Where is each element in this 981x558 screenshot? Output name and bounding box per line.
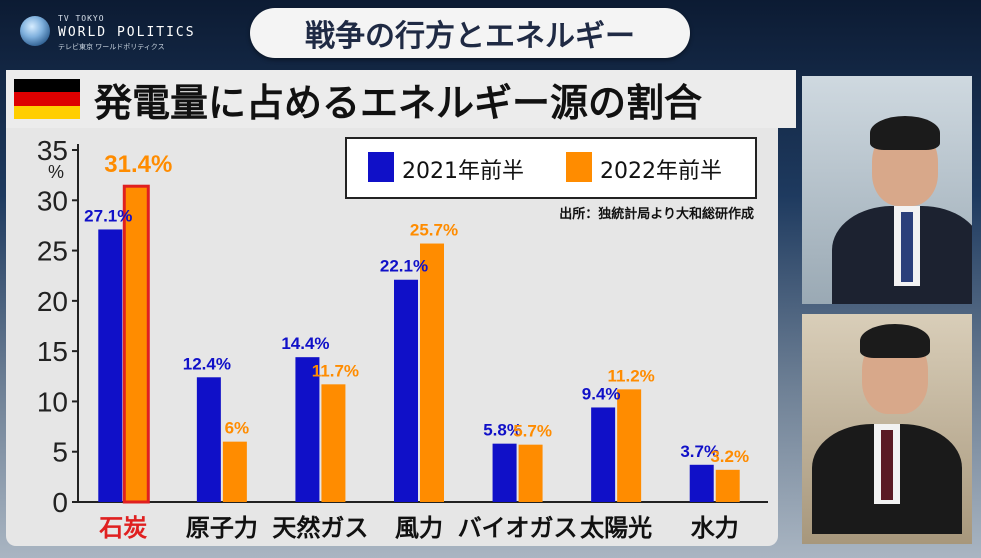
x-category-label: 水力 bbox=[691, 514, 739, 542]
x-category-label: バイオガス bbox=[458, 514, 578, 542]
bar-2021 bbox=[196, 377, 221, 502]
x-category-label: 原子力 bbox=[186, 514, 258, 542]
data-label-2022: 31.4% bbox=[104, 151, 172, 178]
bar-2021 bbox=[492, 443, 517, 502]
bar-2021 bbox=[591, 407, 616, 502]
y-tick-label: 30 bbox=[37, 185, 68, 216]
globe-logo-icon bbox=[20, 16, 50, 46]
logo-program: WORLD POLITICS bbox=[58, 25, 196, 40]
legend-swatch-2022 bbox=[566, 152, 592, 182]
bar-2022 bbox=[617, 389, 642, 502]
bar-2022 bbox=[518, 444, 543, 502]
y-tick-label: 35 bbox=[37, 135, 68, 166]
bar-2022 bbox=[715, 469, 740, 502]
data-label-2022: 11.7% bbox=[312, 361, 359, 380]
y-tick-label: 10 bbox=[37, 386, 68, 417]
logo-network: TV TOKYO bbox=[58, 14, 105, 23]
bar-2021 bbox=[689, 464, 714, 502]
x-category-label: 太陽光 bbox=[580, 514, 652, 542]
chart-panel: 0 5 10 15 20 25 30 35% 27.1% 31.4% 石炭 12.4% 6% 原子力 14.… bbox=[6, 128, 778, 546]
topic-banner: 戦争の行方とエネルギー bbox=[250, 8, 690, 58]
data-label-2022: 6% bbox=[225, 419, 250, 438]
y-tick-label: 15 bbox=[37, 336, 68, 367]
y-tick-label: 0 bbox=[52, 487, 68, 518]
presenter-video-top bbox=[802, 76, 972, 304]
data-label-2022: 25.7% bbox=[410, 221, 458, 240]
bar-2021 bbox=[98, 229, 123, 503]
chart-title-bar: 発電量に占めるエネルギー源の割合 bbox=[6, 70, 796, 128]
y-tick-label: 20 bbox=[37, 286, 68, 317]
bar-2022 bbox=[122, 184, 150, 504]
bar-2021 bbox=[295, 357, 320, 502]
legend-swatch-2021 bbox=[368, 152, 394, 182]
y-tick-label: 25 bbox=[37, 236, 68, 267]
guest-video-bottom bbox=[802, 314, 972, 544]
bar-2022 bbox=[222, 441, 247, 502]
legend-box bbox=[345, 137, 757, 199]
data-label-2021: 5.8% bbox=[483, 421, 522, 440]
data-label-2022: 5.7% bbox=[513, 422, 552, 441]
y-tick-label: 5 bbox=[52, 437, 68, 468]
logo-subtitle: テレビ東京 ワールドポリティクス bbox=[58, 43, 165, 51]
bar-2022 bbox=[321, 384, 346, 502]
bar-2022 bbox=[420, 243, 444, 502]
legend-label-2022: 2022年前半 bbox=[600, 159, 722, 184]
source-note: 出所：独統計局より大和総研作成 bbox=[559, 206, 754, 222]
legend-label-2021: 2021年前半 bbox=[402, 159, 524, 184]
data-label-2021: 9.4% bbox=[582, 384, 621, 403]
data-label-2022: 3.2% bbox=[710, 447, 749, 466]
data-label-2021: 22.1% bbox=[380, 257, 428, 276]
data-label-2021: 12.4% bbox=[183, 354, 231, 373]
bar-chart: 0 5 10 15 20 25 30 35% 27.1% 31.4% 石炭 12.4% 6% 原子力 14.… bbox=[37, 135, 768, 542]
data-label-2021: 3.7% bbox=[680, 442, 719, 461]
data-label-2022: 11.2% bbox=[608, 366, 655, 385]
y-axis-unit: % bbox=[48, 162, 64, 182]
data-label-2021: 27.1% bbox=[84, 206, 132, 225]
channel-logo: TV TOKYO WORLD POLITICS テレビ東京 ワールドポリティクス bbox=[20, 12, 210, 52]
germany-flag-icon bbox=[14, 79, 80, 119]
x-category-label: 風力 bbox=[395, 514, 443, 542]
x-category-label: 天然ガス bbox=[272, 514, 368, 542]
bar-2021 bbox=[394, 279, 418, 502]
chart-title: 発電量に占めるエネルギー源の割合 bbox=[94, 80, 703, 125]
x-category-label: 石炭 bbox=[98, 514, 147, 542]
data-label-2021: 14.4% bbox=[281, 334, 329, 353]
